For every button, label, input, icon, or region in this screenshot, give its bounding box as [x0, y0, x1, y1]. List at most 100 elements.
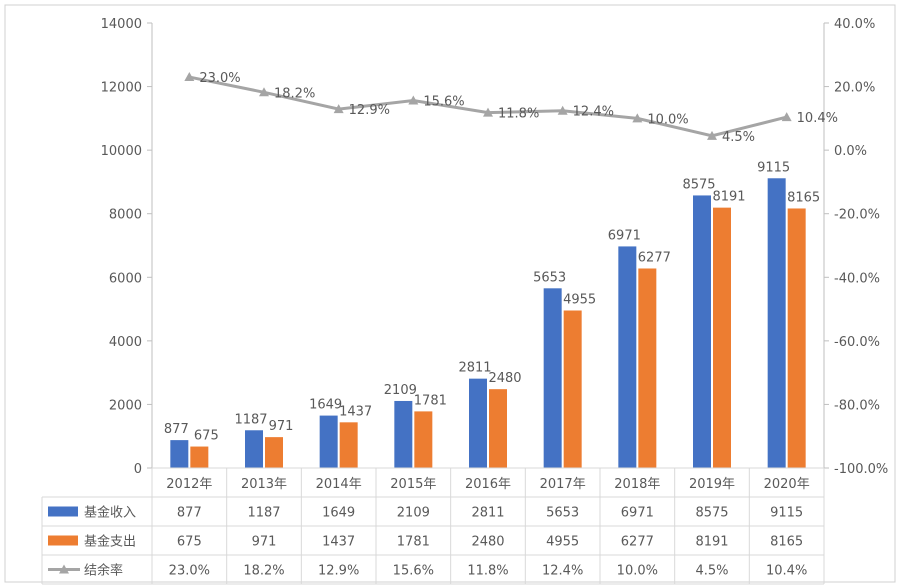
balance-rate-label: 10.0%: [647, 112, 688, 127]
bar-label-expense: 675: [194, 429, 219, 444]
left-tick-label: 2000: [109, 398, 142, 413]
bar-expense: [489, 389, 507, 468]
balance-rate-point: [781, 112, 792, 122]
balance-rate-label: 10.4%: [797, 111, 838, 126]
table-cell: 12.4%: [542, 564, 583, 579]
left-tick-label: 4000: [109, 335, 142, 350]
table-cell: 8191: [695, 535, 728, 550]
bar-income: [245, 430, 263, 468]
left-tick-label: 8000: [109, 208, 142, 223]
right-tick-label: 40.0%: [834, 17, 875, 32]
bar-label-income: 2811: [458, 361, 491, 376]
bar-expense: [787, 208, 806, 468]
table-cell: 10.4%: [766, 564, 807, 579]
table-cell: 1437: [322, 535, 355, 550]
right-tick-label: -100.0%: [834, 462, 888, 477]
table-cell: 4955: [546, 535, 579, 550]
category-label: 2017年: [540, 477, 586, 492]
table-cell: 2480: [471, 535, 504, 550]
bar-label-expense: 8165: [787, 190, 820, 205]
bar-income: [543, 288, 562, 468]
table-cell: 877: [177, 506, 202, 521]
table-cell: 12.9%: [318, 564, 359, 579]
bar-label-income: 2109: [384, 383, 417, 398]
legend-key-swatch: [48, 535, 78, 546]
bar-label-expense: 6277: [638, 250, 671, 265]
balance-rate-point: [632, 113, 643, 123]
bar-expense: [339, 422, 358, 468]
chart-border: [4, 4, 896, 583]
bar-label-expense: 1437: [339, 404, 372, 419]
right-tick-label: -80.0%: [834, 398, 880, 413]
bar-label-expense: 2480: [488, 371, 521, 386]
balance-rate-point: [557, 105, 568, 115]
right-tick-label: 20.0%: [834, 81, 875, 96]
data-table: 2012年 2013年 2014年 2015年 2016年 2017年 2018年 2019年…: [41, 467, 825, 585]
bar-label-expense: 4955: [563, 293, 596, 308]
bar-label-income: 5653: [533, 270, 566, 285]
balance-rate-point: [259, 87, 269, 97]
bar-expense: [563, 310, 582, 468]
balance-rate-label: 15.6%: [423, 95, 464, 110]
left-tick-label: 12000: [101, 81, 142, 96]
table-cell: 9115: [770, 506, 803, 521]
bar-income: [319, 415, 338, 468]
balance-rate-label: 23.0%: [199, 71, 240, 86]
table-cell: 23.0%: [169, 564, 210, 579]
balance-rate-point: [707, 130, 717, 140]
category-label: 2020年: [764, 477, 810, 492]
table-cell: 6971: [621, 506, 654, 521]
right-tick-label: -20.0%: [834, 208, 880, 223]
right-tick-label: -40.0%: [834, 271, 880, 286]
bar-label-expense: 971: [269, 419, 294, 434]
bar-income: [394, 400, 413, 468]
table-cell: 18.2%: [243, 564, 284, 579]
line-series: 23.0% 18.2% 12.9% 15.6% 11.8% 12.4% 10.0% 4.5% 1…: [184, 71, 838, 145]
table-cell: 8165: [770, 535, 803, 550]
table-cell: 8575: [695, 506, 728, 521]
balance-rate-label: 11.8%: [498, 107, 539, 122]
category-label: 2019年: [689, 477, 735, 492]
table-cell: 4.5%: [695, 564, 728, 579]
bar-income: [767, 178, 786, 469]
table-cell: 15.6%: [393, 564, 434, 579]
table-cell: 1187: [247, 506, 280, 521]
category-label: 2012年: [166, 477, 212, 492]
table-cell: 10.0%: [617, 564, 658, 579]
balance-rate-label: 12.4%: [573, 105, 614, 120]
bar-label-income: 1649: [309, 398, 342, 413]
left-tick-label: 10000: [101, 144, 142, 159]
category-label: 2014年: [316, 477, 362, 492]
legend-label: 结余率: [84, 563, 123, 579]
balance-rate-label: 12.9%: [349, 103, 390, 118]
table-cell: 5653: [546, 506, 579, 521]
legend-key-swatch: [48, 506, 78, 517]
balance-rate-point: [408, 95, 419, 105]
table-cell: 1649: [322, 506, 355, 521]
legend-label: 基金收入: [84, 505, 136, 521]
table-cell: 2811: [471, 506, 504, 521]
bar-label-income: 9115: [757, 160, 790, 175]
table-cell: 2109: [397, 506, 430, 521]
right-tick-label: 0.0%: [834, 144, 867, 159]
bar-income: [693, 195, 711, 468]
balance-rate-point: [483, 107, 493, 117]
bar-expense: [638, 268, 657, 468]
bar-label-income: 8575: [682, 177, 715, 192]
category-label: 2016年: [465, 477, 511, 492]
balance-rate-point: [333, 104, 344, 114]
balance-rate-point: [184, 72, 195, 82]
left-tick-label: 14000: [101, 17, 142, 32]
bar-label-expense: 8191: [712, 190, 745, 205]
category-label: 2015年: [390, 477, 436, 492]
left-tick-label: 6000: [109, 271, 142, 286]
balance-rate-label: 18.2%: [274, 86, 315, 101]
bar-labels: 877 1187 1649 2109 2811 5653 6971 8575 9115 675 97…: [164, 160, 820, 443]
bar-expense: [265, 437, 283, 468]
bars: [170, 178, 806, 469]
category-label: 2013年: [241, 477, 287, 492]
table-cell: 971: [252, 535, 277, 550]
bar-label-income: 877: [164, 422, 189, 437]
bar-income: [618, 246, 637, 468]
